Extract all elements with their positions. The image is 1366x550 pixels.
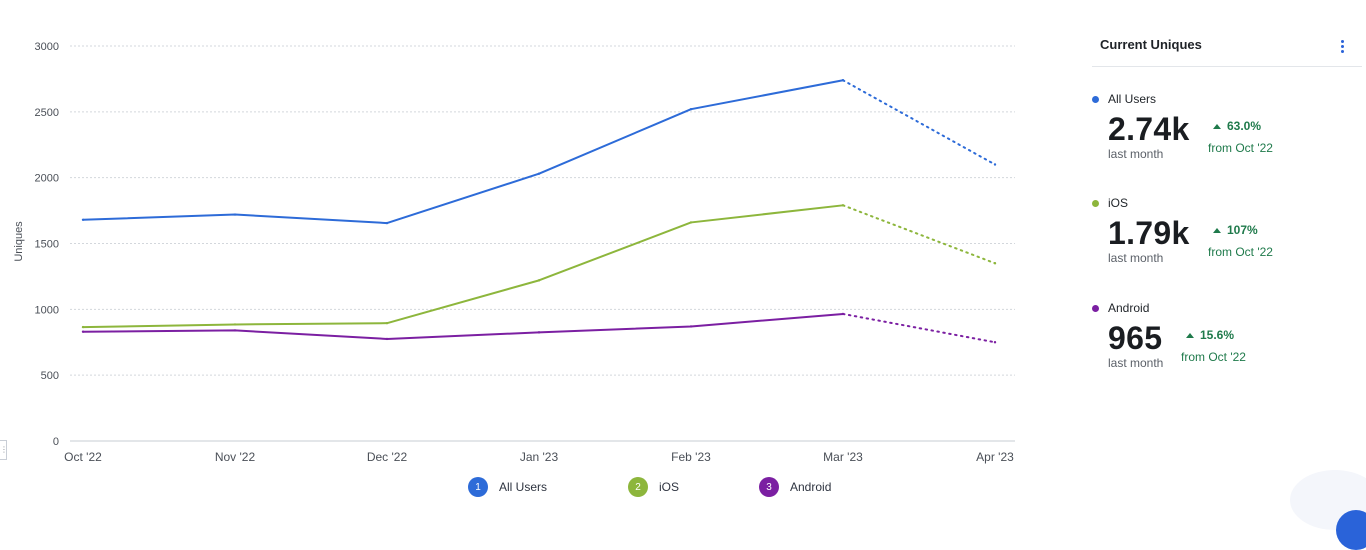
data-point <box>841 79 845 82</box>
metric-name: iOS <box>1108 196 1129 210</box>
data-point <box>81 218 85 221</box>
data-point <box>993 262 997 265</box>
series-projection-line <box>842 204 996 265</box>
legend-item-android[interactable]: 3 Android <box>759 476 831 498</box>
legend-badge-1: 1 <box>468 477 488 497</box>
metric-name-row: iOS <box>1092 195 1128 211</box>
more-options-icon[interactable] <box>1334 38 1350 56</box>
y-tick-label: 0 <box>53 436 59 448</box>
metric-android: Android 965 last month 15.6% from Oct '2… <box>1092 300 1362 400</box>
metric-value: 1.79k <box>1108 215 1190 251</box>
data-point <box>689 108 693 111</box>
data-point <box>81 330 85 333</box>
y-tick-label: 500 <box>41 370 59 382</box>
data-point <box>385 321 389 325</box>
data-point <box>537 172 541 175</box>
y-tick-label: 3000 <box>35 41 59 53</box>
trend-up-icon <box>1213 123 1221 129</box>
y-tick-label: 1500 <box>35 239 59 251</box>
metric-name-row: All Users <box>1092 91 1156 107</box>
data-point <box>233 329 237 332</box>
series-projection-line <box>842 79 996 166</box>
metric-name-row: Android <box>1092 300 1149 316</box>
data-point <box>233 213 237 216</box>
data-point <box>993 163 997 166</box>
data-point <box>537 331 541 334</box>
legend-item-ios[interactable]: 2 iOS <box>628 476 679 498</box>
data-point <box>233 323 237 326</box>
series-line <box>82 204 844 329</box>
data-point <box>385 337 389 341</box>
metric-comparison: from Oct '22 <box>1208 141 1273 155</box>
legend-badge-2: 2 <box>628 477 648 497</box>
data-point <box>993 341 997 344</box>
metric-name: Android <box>1108 301 1150 315</box>
trend-up-icon <box>1213 227 1221 233</box>
legend-badge-3: 3 <box>759 477 779 497</box>
y-tick-label: 2000 <box>35 173 59 185</box>
metric-period: last month <box>1108 251 1164 265</box>
metric-change-value: 15.6% <box>1200 328 1235 342</box>
series-projection-line <box>842 312 996 344</box>
x-tick-label: Feb '23 <box>671 450 711 464</box>
x-tick-label: Nov '22 <box>215 450 256 464</box>
series-dot-icon <box>1092 95 1099 103</box>
series-dot-icon <box>1092 304 1099 312</box>
trend-up-icon <box>1186 332 1194 338</box>
metric-change: 107% <box>1213 223 1258 237</box>
metric-ios: iOS 1.79k last month 107% from Oct '22 <box>1092 195 1362 295</box>
metric-value: 965 <box>1108 320 1163 356</box>
x-tick-label: Dec '22 <box>367 450 408 464</box>
data-point <box>841 312 845 316</box>
resize-handle-icon[interactable]: ⋮ <box>0 440 8 460</box>
metric-change-value: 107% <box>1227 223 1258 237</box>
legend-item-all-users[interactable]: 1 All Users <box>468 476 547 498</box>
metric-period: last month <box>1108 147 1164 161</box>
data-point <box>841 204 845 207</box>
metric-comparison: from Oct '22 <box>1181 350 1246 364</box>
x-tick-label: Apr '23 <box>976 450 1014 464</box>
x-tick-label: Jan '23 <box>520 450 559 464</box>
panel-header: Current Uniques <box>1092 30 1362 67</box>
data-point <box>689 221 693 224</box>
metric-all-users: All Users 2.74k last month 63.0% from Oc… <box>1092 91 1362 191</box>
metric-name: All Users <box>1108 92 1157 106</box>
series-line <box>82 312 844 340</box>
legend-label: All Users <box>499 480 548 494</box>
current-uniques-panel: Current Uniques All Users 2.74k last mon… <box>1092 0 1364 514</box>
data-point <box>81 325 85 329</box>
y-tick-label: 1000 <box>35 304 59 316</box>
chart-legend: 1 All Users 2 iOS 3 Android <box>0 476 1060 500</box>
help-chat-icon[interactable] <box>1336 510 1366 550</box>
metric-change-value: 63.0% <box>1227 119 1262 133</box>
y-axis-label: Uniques <box>13 221 25 262</box>
uniques-chart: 0 500 1000 1500 2000 2500 3000 Oct '22 Nov '22 De… <box>0 41 1060 500</box>
legend-label: Android <box>790 480 832 494</box>
metric-change: 63.0% <box>1213 119 1261 133</box>
legend-label: iOS <box>659 480 680 494</box>
metric-comparison: from Oct '22 <box>1208 245 1273 259</box>
metric-period: last month <box>1108 356 1164 370</box>
panel-title: Current Uniques <box>1100 37 1202 52</box>
x-tick-label: Mar '23 <box>823 450 863 464</box>
metric-change: 15.6% <box>1186 328 1234 342</box>
metric-value: 2.74k <box>1108 111 1190 147</box>
y-tick-label: 2500 <box>35 107 59 119</box>
data-point <box>537 279 541 282</box>
chart-plot: 0 500 1000 1500 2000 2500 3000 Oct '22 Nov '22 De… <box>13 41 1015 464</box>
series-line <box>82 79 844 225</box>
data-point <box>385 221 389 225</box>
series-dot-icon <box>1092 199 1099 207</box>
data-point <box>689 325 693 328</box>
x-tick-label: Oct '22 <box>64 450 102 464</box>
